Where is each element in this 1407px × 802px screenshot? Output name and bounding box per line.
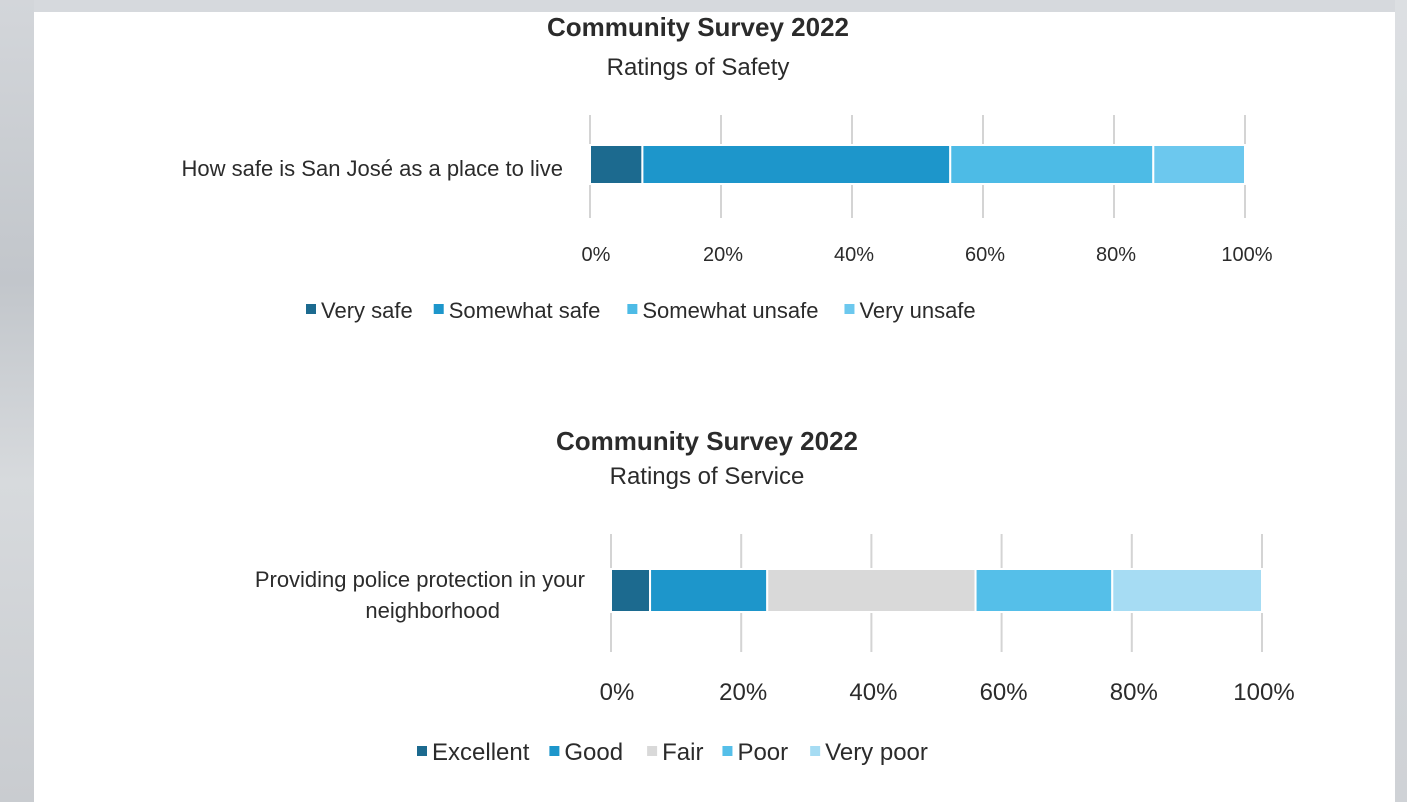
chart-0-tick-label-5: 100%	[1221, 244, 1272, 266]
chart-1-tick-label-5: 100%	[1233, 679, 1294, 706]
chart-1-title: Community Survey 2022	[556, 426, 858, 456]
chart-0-subtitle: Ratings of Safety	[607, 54, 790, 81]
chart-1-subtitle: Ratings of Service	[610, 463, 805, 490]
chart-1-legend-label-0: Excellent	[432, 739, 530, 766]
chart-0-tick-label-3: 60%	[965, 244, 1005, 266]
chart-1-category-label: Providing police protection in your neigh…	[255, 567, 585, 623]
chart-1-tick-label-1: 20%	[719, 679, 767, 706]
chart-1-tick-label-2: 40%	[849, 679, 897, 706]
chart-0-tick-label-0: 0%	[582, 244, 611, 266]
chart-0-legend-swatch-0	[306, 304, 316, 314]
chart-0-legend-label-1: Somewhat safe	[449, 298, 601, 323]
chart-1-legend-label-1: Good	[564, 739, 623, 766]
charts-svg: Community Survey 2022 Ratings of Safety Ho…	[181, 12, 1294, 766]
chart-1-bar-segment-0	[610, 568, 652, 613]
chart-card: Community Survey 2022 Ratings of Safety Ho…	[34, 12, 1395, 802]
background-strip-left	[0, 0, 34, 802]
chart-1-legend-label-2: Fair	[662, 739, 703, 766]
chart-1-legend-swatch-4	[810, 746, 821, 756]
chart-1-legend-label-3: Poor	[737, 739, 788, 766]
chart-1-bar-segment-4	[1111, 568, 1264, 613]
chart-1-tick-label-3: 60%	[980, 679, 1028, 706]
chart-0-legend-label-3: Very unsafe	[859, 298, 975, 323]
chart-0-legend-swatch-2	[627, 304, 638, 314]
chart-0-bar-segment-0	[589, 144, 644, 185]
chart-1-legend-swatch-1	[549, 746, 560, 756]
chart-0-tick-label-2: 40%	[834, 244, 874, 266]
background-strip-right	[1395, 0, 1407, 802]
chart-0-legend-swatch-1	[433, 304, 444, 314]
chart-1-legend-swatch-0	[417, 746, 427, 756]
chart-0-legend-swatch-3	[844, 304, 855, 314]
background-strip-top	[0, 0, 1407, 12]
chart-0-title: Community Survey 2022	[547, 12, 849, 42]
chart-1-bar-segment-3	[974, 568, 1114, 613]
chart-0-tick-label-1: 20%	[703, 244, 743, 266]
chart-0-legend-label-2: Somewhat unsafe	[642, 298, 818, 323]
chart-0-tick-label-4: 80%	[1096, 244, 1136, 266]
chart-0-legend-label-0: Very safe	[321, 298, 413, 323]
chart-1-category-label-line: Providing police protection in your	[255, 567, 585, 592]
chart-1-tick-label-4: 80%	[1110, 679, 1158, 706]
chart-1-tick-label-0: 0%	[600, 679, 635, 706]
chart-1-legend-swatch-2	[647, 746, 658, 756]
chart-1-legend-swatch-3	[722, 746, 733, 756]
chart-1-bar-segment-2	[766, 568, 977, 613]
chart-0-bar-segment-3	[1152, 144, 1247, 185]
chart-0-bar-segment-1	[641, 144, 952, 185]
chart-1-category-label-line: neighborhood	[365, 598, 500, 623]
chart-0-category-label: How safe is San José as a place to live	[181, 156, 563, 181]
chart-0-bar-segment-2	[949, 144, 1155, 185]
chart-1-legend-label-4: Very poor	[825, 739, 928, 766]
chart-1-bar-segment-1	[649, 568, 769, 613]
